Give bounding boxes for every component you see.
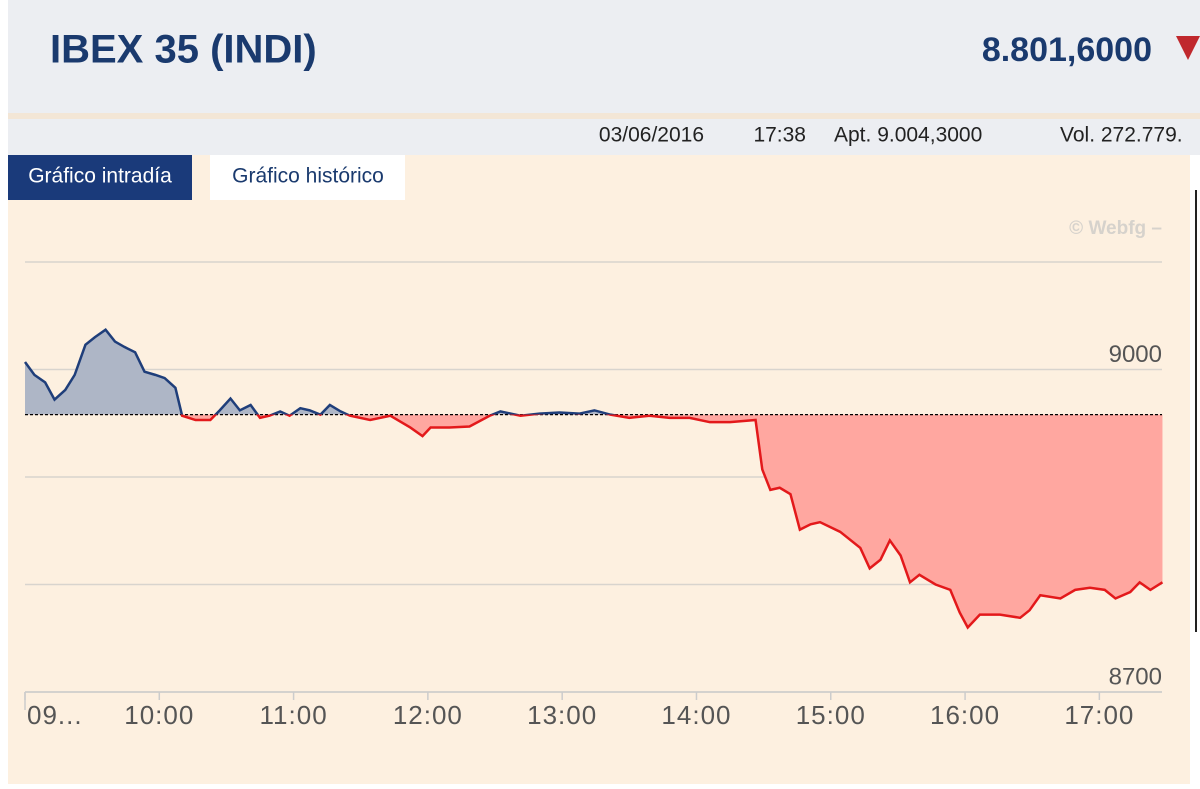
open: Apt. 9.004,3000 — [834, 124, 982, 147]
area-fill — [25, 329, 1163, 628]
x-tick-label: 16:00 — [930, 700, 1000, 730]
price-line — [23, 328, 1164, 630]
volume: Vol. 272.779. — [1060, 124, 1183, 147]
y-tick-label: 9000 — [1109, 341, 1162, 368]
title: IBEX 35 (INDI) — [50, 28, 317, 72]
x-tick-label: 14:00 — [661, 700, 731, 730]
x-tick-label: 15:00 — [796, 700, 866, 730]
tab[interactable] — [210, 155, 405, 200]
tab-label[interactable]: Gráfico intradía — [28, 165, 172, 188]
x-tick-label: 12:00 — [393, 700, 463, 730]
header-band — [8, 0, 1200, 113]
tab-active[interactable] — [8, 155, 192, 200]
x-tick-label: 09... — [27, 700, 83, 730]
time: 17:38 — [753, 124, 806, 147]
date: 03/06/2016 — [599, 124, 704, 147]
x-tick-label: 11:00 — [260, 700, 328, 730]
chart: 870088008900900009...10:0011:0012:0013:0… — [23, 261, 1164, 730]
price: 8.801,6000 — [982, 31, 1152, 69]
x-tick-label: 17:00 — [1064, 700, 1134, 730]
tab-label[interactable]: Gráfico histórico — [232, 165, 384, 188]
watermark: © Webfg – — [1069, 218, 1162, 239]
x-tick-label: 13:00 — [527, 700, 597, 730]
y-tick-label: 8700 — [1109, 663, 1162, 690]
down-arrow — [1176, 36, 1200, 60]
x-tick-label: 10:00 — [124, 700, 194, 730]
separator — [8, 113, 1200, 119]
info-band — [8, 119, 1200, 155]
